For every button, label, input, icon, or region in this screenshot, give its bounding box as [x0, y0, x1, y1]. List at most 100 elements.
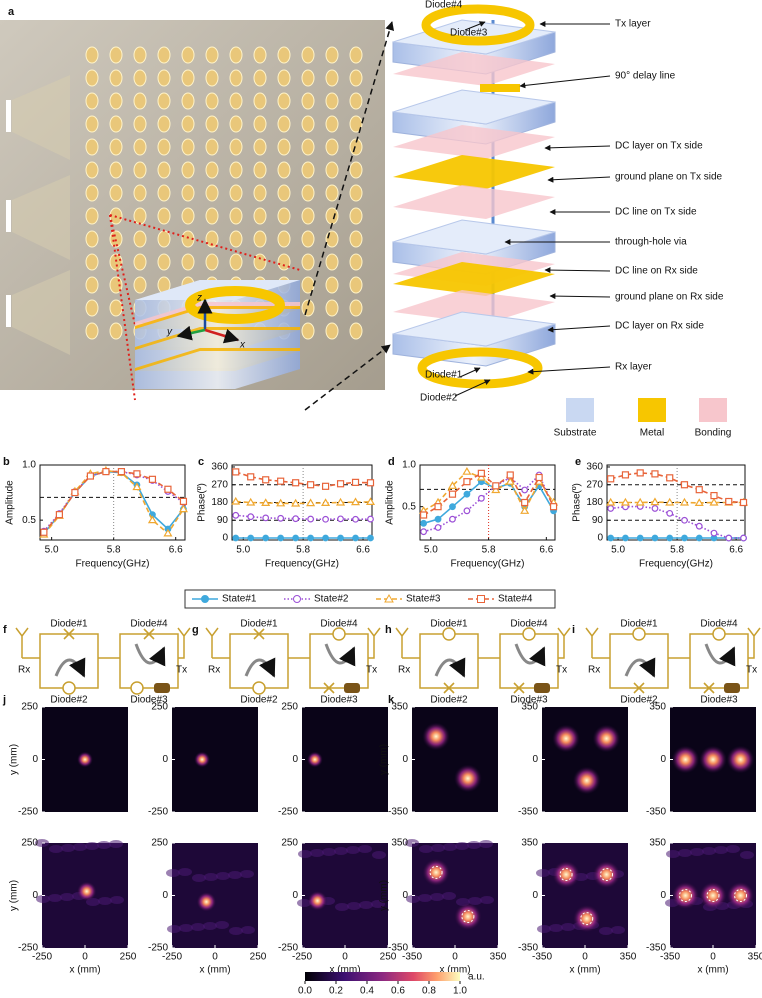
unit-cell [109, 115, 123, 133]
x-tick-label: 350 [620, 952, 637, 963]
antenna [747, 627, 761, 659]
unit-cell [349, 230, 363, 248]
unit-cell [181, 253, 195, 271]
point [247, 473, 255, 481]
y-tick-label: -250 [148, 943, 168, 954]
speckle [666, 850, 680, 858]
unit-cell [253, 207, 267, 225]
circuit-label: Diode#4 [320, 619, 358, 630]
speckle [561, 923, 575, 931]
unit-cell [229, 184, 243, 202]
panel-label: i [572, 624, 575, 636]
y-axis-label: Amplitude [5, 480, 16, 525]
diode-label: Diode#2 [420, 393, 458, 404]
colorbar-tick-label: 0.8 [422, 986, 436, 997]
unit-cell [157, 207, 171, 225]
unit-cell [253, 161, 267, 179]
current-arrow [434, 657, 466, 678]
unit-cell [157, 115, 171, 133]
point [246, 497, 256, 506]
point [463, 507, 471, 515]
unit-cell [229, 138, 243, 156]
horn [6, 295, 11, 327]
point [492, 482, 500, 490]
unit-cell [181, 115, 195, 133]
hotspot [453, 764, 482, 793]
speckle [60, 893, 74, 901]
delay-line [724, 683, 740, 693]
circuit-label: Diode#2 [240, 695, 278, 706]
point [307, 534, 315, 542]
panel-label: k [388, 694, 395, 706]
unit-cell [325, 230, 339, 248]
loop [499, 633, 559, 689]
unit-cell [157, 138, 171, 156]
point [725, 534, 733, 542]
point [292, 479, 300, 487]
point [352, 534, 359, 542]
unit-cell [109, 138, 123, 156]
unit-cell [181, 92, 195, 110]
colorbar-tick-label: 1.0 [453, 986, 467, 997]
unit-cell [277, 253, 291, 271]
x-tick-label: 250 [120, 952, 137, 963]
x-tick-label: 350 [490, 952, 507, 963]
y-tick-label: 360 [211, 462, 228, 473]
x-tick-label: 5.8 [482, 545, 496, 556]
unit-cell [205, 230, 219, 248]
y-tick-label: 0 [32, 754, 38, 765]
circuit-label: Diode#1 [430, 619, 468, 630]
speckle [442, 892, 456, 900]
x-tick-label: 6.6 [356, 545, 370, 556]
metal-layer [393, 155, 555, 189]
point [651, 505, 659, 512]
point [448, 490, 457, 498]
current-arrow [624, 657, 656, 678]
hotspot [592, 724, 621, 753]
legend-box [184, 589, 556, 609]
unit-cell [109, 69, 123, 87]
point [261, 498, 271, 506]
point [350, 497, 361, 506]
target-marker [600, 868, 613, 881]
circuit-label: Rx [588, 665, 600, 676]
unit-cell [301, 161, 315, 179]
point [306, 498, 316, 507]
point [247, 513, 255, 521]
x-axis-label: x (mm) [69, 965, 100, 976]
speckle [241, 926, 255, 934]
point [449, 515, 456, 523]
y-tick-label: 250 [281, 838, 298, 849]
y-tick-label: 0 [402, 890, 408, 901]
unit-cell [325, 299, 339, 317]
speckle [73, 843, 87, 851]
hotspot [572, 766, 601, 795]
y-tick-label: 0 [597, 533, 603, 544]
diode-on [130, 681, 144, 695]
circuit-label: Tx [556, 665, 567, 676]
x-tick-label: -250 [292, 952, 312, 963]
colorbar-tick-label: 0.0 [298, 986, 312, 997]
label-arrow [454, 379, 491, 397]
unit-cell [325, 207, 339, 225]
unit-cell [301, 322, 315, 340]
x-tick-label: 250 [380, 952, 397, 963]
point [307, 515, 315, 523]
y-tick-label: 250 [151, 702, 168, 713]
label-arrow [459, 367, 481, 378]
unit-cell [349, 276, 363, 294]
unit-cell [229, 161, 243, 179]
legend-label: Substrate [554, 428, 597, 439]
x-axis-label: Frequency(GHz) [639, 559, 713, 570]
x-tick-label: 350 [748, 952, 762, 963]
speckle [536, 869, 550, 877]
legend-label: State#4 [498, 594, 533, 605]
unit-cell [85, 322, 99, 340]
layer-label: through-hole via [615, 237, 687, 248]
heatmap [412, 707, 498, 812]
circuit-label: Diode#4 [130, 619, 168, 630]
legend-swatch [699, 398, 727, 422]
speckle [334, 847, 348, 855]
y-tick-label: 90 [217, 515, 229, 526]
unit-cell [349, 115, 363, 133]
